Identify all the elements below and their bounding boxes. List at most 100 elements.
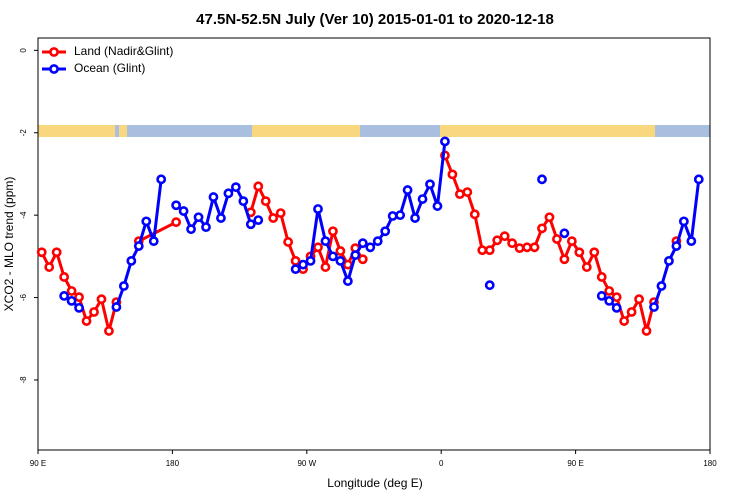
data-point [469,209,480,220]
data-point [447,169,458,180]
data-point [611,292,622,303]
data-point [230,182,241,193]
data-point [634,294,644,305]
data-point [671,241,682,251]
data-point [559,228,570,239]
data-point [641,326,652,336]
data-point [589,247,600,258]
data-point [268,213,279,223]
data-point [529,242,540,253]
legend-label: Ocean (Glint) [74,61,145,75]
data-point [581,262,592,272]
data-point [440,136,450,147]
data-point [611,302,622,313]
data-point [410,213,420,223]
data-point [566,236,577,247]
legend-marker [49,47,59,57]
x-tick-label: 90 E [567,459,583,468]
data-point [664,255,674,266]
chart-title: 47.5N-52.5N July (Ver 10) 2015-01-01 to … [196,11,554,28]
data-point [544,212,555,223]
data-point [454,189,465,200]
series-line [443,154,656,333]
data-point [74,292,84,303]
y-tick-label: -2 [19,129,28,137]
data-point [201,222,211,233]
land-strip [119,125,127,137]
data-point [36,247,47,258]
data-point [499,231,510,242]
data-point [395,210,406,221]
data-point [484,280,495,291]
legend: Land (Nadir&Glint) Ocean (Glint) [42,44,173,75]
data-point [693,174,704,185]
y-tick-label: -6 [19,293,28,301]
data-point [81,316,92,326]
x-tick-label: 90 W [297,459,316,468]
data-point [275,208,286,218]
data-point [253,215,264,226]
x-axis-label: Longitude (deg E) [327,476,422,490]
data-point [559,254,570,265]
data-point [44,262,55,272]
series-line [138,220,177,243]
data-point [596,291,607,301]
data-point [656,281,667,291]
data-point [66,286,77,296]
data-point [298,259,308,270]
data-point [111,302,122,312]
data-point [432,201,443,211]
data-point [283,237,294,247]
data-point [537,223,547,234]
data-point [89,307,99,317]
data-point [462,187,473,197]
y-tick-label: -8 [19,376,28,384]
data-point [537,174,547,185]
land-ocean-strip [38,125,710,137]
data-point [171,200,182,211]
data-point [686,236,697,247]
series [59,136,704,313]
data-point [328,226,338,237]
data-point [290,255,301,266]
data-point [365,242,376,253]
data-point [342,276,353,286]
land-strip [38,125,115,137]
data-point [425,179,435,190]
data-point [186,224,196,235]
data-point [238,196,249,207]
data-point [357,238,368,249]
data-point [208,192,219,202]
data-point [402,185,413,195]
data-point [380,226,391,237]
data-point [59,291,70,301]
data-point [619,316,630,326]
data-point [350,250,361,261]
data-point [171,217,182,228]
data-point [118,281,129,291]
data-point [148,236,159,247]
data-point [133,241,144,251]
y-axis-label: XCO2 - MLO trend (ppm) [2,177,16,312]
data-point [223,188,234,199]
y-tick-label: 0 [19,48,28,53]
data-point [507,238,518,249]
land-strip [440,125,655,137]
land-strip [252,125,360,137]
data-point [604,286,615,296]
series [36,150,682,336]
data-point [313,242,323,253]
y-tick-label: -4 [19,211,28,219]
x-tick-label: 90 E [30,459,46,468]
data-point [59,272,70,282]
data-point [552,234,562,244]
data-point [574,247,585,258]
legend-label: Land (Nadir&Glint) [74,44,173,58]
data-point [477,245,488,256]
data-point [596,272,607,282]
data-point [484,245,495,256]
data-point [649,302,659,312]
data-point [290,264,301,275]
data-point [253,181,264,192]
data-point [492,235,503,246]
